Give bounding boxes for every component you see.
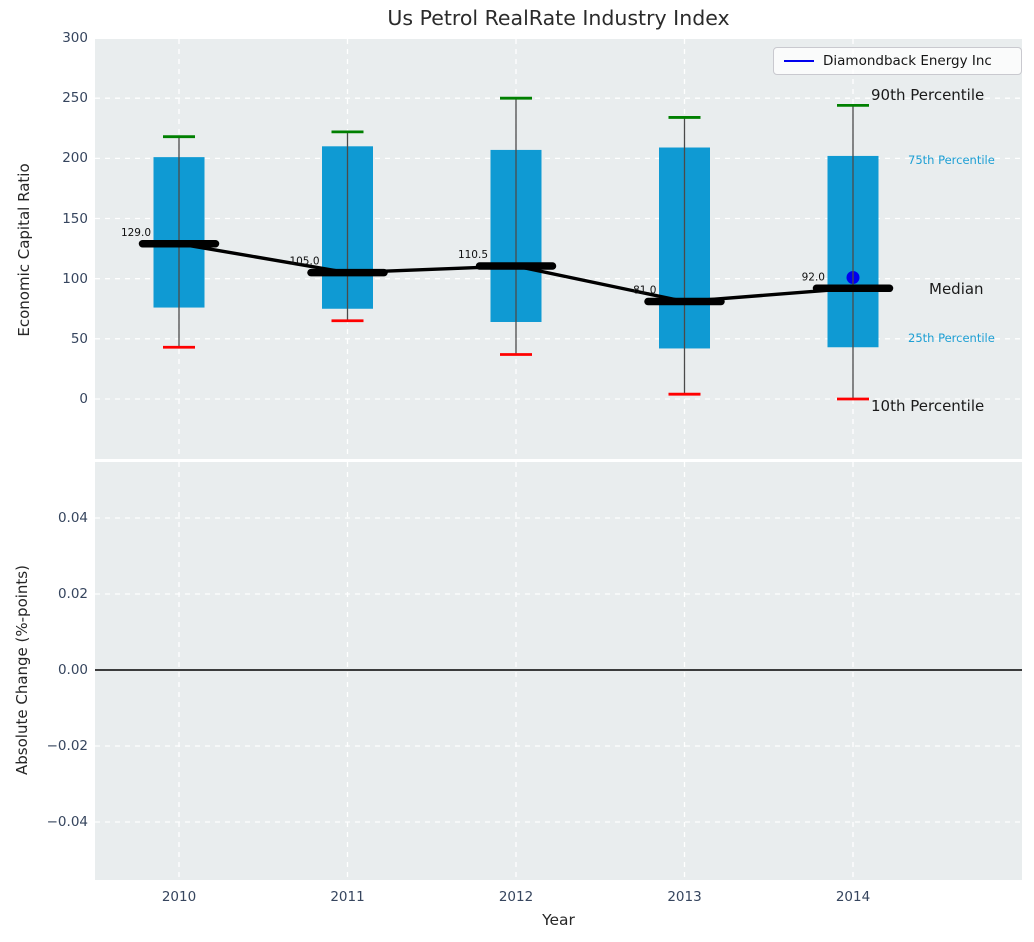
legend-line-sample — [784, 60, 814, 62]
xtick-label-2014: 2014 — [835, 889, 871, 905]
legend-box: Diamondback Energy Inc — [773, 47, 1022, 75]
bottom-ytick-label-3: −0.02 — [46, 738, 88, 754]
bottom-plot-panel — [95, 462, 1022, 880]
bottom-ytick-label-1: 0.02 — [57, 586, 88, 602]
xtick-label-2011: 2011 — [330, 889, 365, 905]
top-ytick-label-0: 0 — [79, 391, 88, 407]
bottom-ytick-label-0: 0.04 — [57, 510, 88, 526]
annotation-median: Median — [929, 280, 984, 298]
top-ytick-label-250: 250 — [62, 90, 88, 107]
chart-title: Us Petrol RealRate Industry Index — [387, 6, 730, 30]
annotation-25th-percentile: 25th Percentile — [908, 331, 995, 345]
bottom-ytick-label-4: −0.04 — [46, 814, 88, 830]
legend-label: Diamondback Energy Inc — [823, 53, 992, 69]
bottom-ytick-label-2: 0.00 — [57, 662, 88, 678]
annotation-75th-percentile: 75th Percentile — [908, 153, 995, 167]
annotation-10th-percentile: 10th Percentile — [871, 397, 985, 415]
xtick-label-2012: 2012 — [498, 889, 534, 905]
top-y-axis-label: Economic Capital Ratio — [15, 163, 33, 337]
annotation-90th-percentile: 90th Percentile — [871, 86, 985, 104]
top-ytick-label-150: 150 — [62, 210, 88, 227]
top-ytick-label-200: 200 — [62, 150, 88, 167]
xtick-label-2010: 2010 — [161, 889, 197, 905]
x-axis-label: Year — [542, 911, 575, 929]
top-ytick-label-300: 300 — [62, 30, 88, 46]
top-ytick-label-100: 100 — [62, 270, 88, 287]
top-ytick-label-50: 50 — [70, 330, 88, 347]
xtick-label-2013: 2013 — [667, 889, 702, 905]
